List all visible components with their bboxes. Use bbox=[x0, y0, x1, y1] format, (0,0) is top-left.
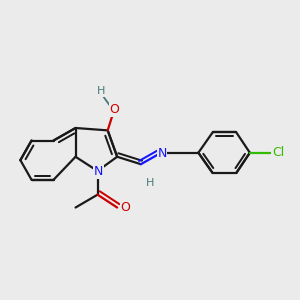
Text: H: H bbox=[146, 178, 154, 188]
Text: O: O bbox=[121, 201, 130, 214]
Text: N: N bbox=[94, 165, 103, 178]
Text: N: N bbox=[158, 147, 167, 160]
Text: H: H bbox=[97, 86, 105, 96]
Text: O: O bbox=[110, 103, 119, 116]
Text: Cl: Cl bbox=[272, 146, 284, 159]
